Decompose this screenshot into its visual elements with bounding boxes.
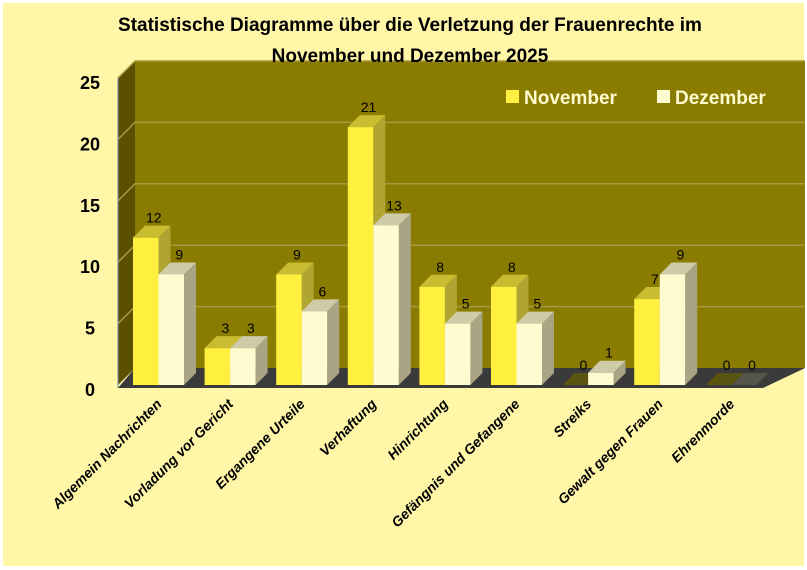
gridline [117, 121, 805, 140]
bar-dezember-zero [731, 373, 769, 385]
data-label: 0 [579, 357, 587, 373]
bar-top [133, 225, 171, 238]
bar-side [327, 299, 340, 385]
data-label: 8 [436, 259, 444, 275]
y-tick-label: 25 [80, 73, 100, 93]
gridline [117, 60, 805, 79]
bar-dezember [444, 323, 471, 385]
data-label: 8 [508, 259, 516, 275]
bar-side [255, 336, 268, 385]
bar-dezember [588, 372, 614, 385]
side-wall [118, 61, 135, 385]
bar-side [184, 262, 196, 385]
data-label: 3 [247, 320, 255, 336]
legend-label-november: November [524, 88, 618, 109]
bar-november [347, 127, 374, 386]
bar-november [276, 274, 302, 385]
bar-side [542, 311, 554, 385]
data-label: 5 [533, 296, 541, 312]
data-label: 7 [651, 271, 659, 287]
legend-swatch-november [506, 90, 519, 103]
bar-side [398, 213, 411, 385]
bar-november [133, 237, 159, 385]
data-label: 5 [462, 296, 470, 312]
bar-top [516, 311, 554, 324]
bar-dezember [230, 348, 256, 385]
bar-november-zero [705, 373, 744, 385]
bar-dezember [301, 311, 328, 385]
legend-label-dezember: Dezember [675, 88, 766, 109]
bar-top [347, 115, 386, 128]
bar-side [613, 360, 626, 385]
data-label: 21 [361, 99, 377, 115]
bar-dezember [659, 274, 686, 385]
bar-side [685, 262, 698, 385]
bar-top [204, 336, 243, 349]
data-label: 1 [605, 345, 613, 361]
bar-november [634, 299, 660, 385]
bar-top [158, 262, 196, 275]
gridline [117, 183, 805, 202]
bar-november [491, 286, 517, 385]
bar-top [659, 262, 698, 275]
bar-top [230, 336, 268, 349]
chart-title-line-2: November und Dezember 2025 [272, 46, 549, 67]
bar-top [373, 213, 411, 226]
data-label: 9 [293, 246, 301, 262]
bar-top [301, 299, 340, 312]
data-label: 6 [319, 283, 327, 299]
bar-dezember [516, 323, 542, 385]
bar-top [276, 262, 314, 275]
legend-swatch-dezember [657, 90, 670, 103]
bar-top [491, 274, 529, 287]
y-tick-label: 15 [80, 196, 100, 216]
data-label: 9 [175, 246, 183, 262]
y-tick-label: 10 [80, 257, 100, 277]
y-tick-label: 5 [85, 319, 95, 339]
chart-title-line-1: Statistische Diagramme über die Verletzu… [118, 15, 702, 36]
bar-dezember [158, 274, 184, 385]
data-label: 0 [723, 357, 731, 373]
data-label: 13 [386, 197, 402, 213]
bar-top [444, 311, 483, 324]
bar-november [419, 286, 445, 385]
data-label: 12 [146, 210, 162, 226]
bar-november [204, 348, 231, 385]
bar-dezember [373, 225, 399, 385]
data-label: 0 [748, 357, 756, 373]
bar-top [419, 274, 457, 287]
data-label: 9 [677, 246, 685, 262]
legend: November Dezember [506, 88, 766, 109]
bar-top [588, 360, 626, 373]
y-tick-label: 0 [85, 380, 95, 400]
data-label: 3 [221, 320, 229, 336]
bar-side [470, 311, 483, 385]
y-tick-label: 20 [80, 134, 100, 154]
